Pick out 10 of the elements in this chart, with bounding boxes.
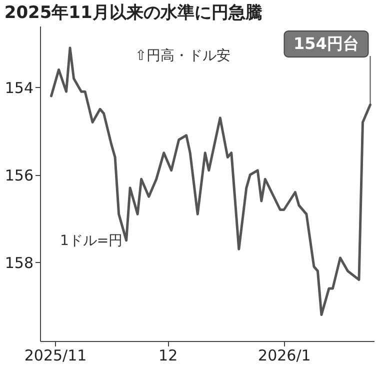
y-tick-label: 158 xyxy=(4,254,34,272)
annotation: 1ドル=円 xyxy=(60,233,123,249)
annotation: ⇧円高・ドル安 xyxy=(135,48,231,64)
annotation: 154円台 xyxy=(294,34,359,53)
x-tick-label: 2025/11 xyxy=(24,346,87,364)
y-tick-label: 156 xyxy=(4,166,34,184)
chart-title: 2025年11月以来の水準に円急騰 xyxy=(4,3,262,23)
x-tick-label: 2026/1 xyxy=(258,346,311,364)
y-tick-label: 154 xyxy=(4,78,34,97)
x-tick-label: 12 xyxy=(158,346,178,364)
